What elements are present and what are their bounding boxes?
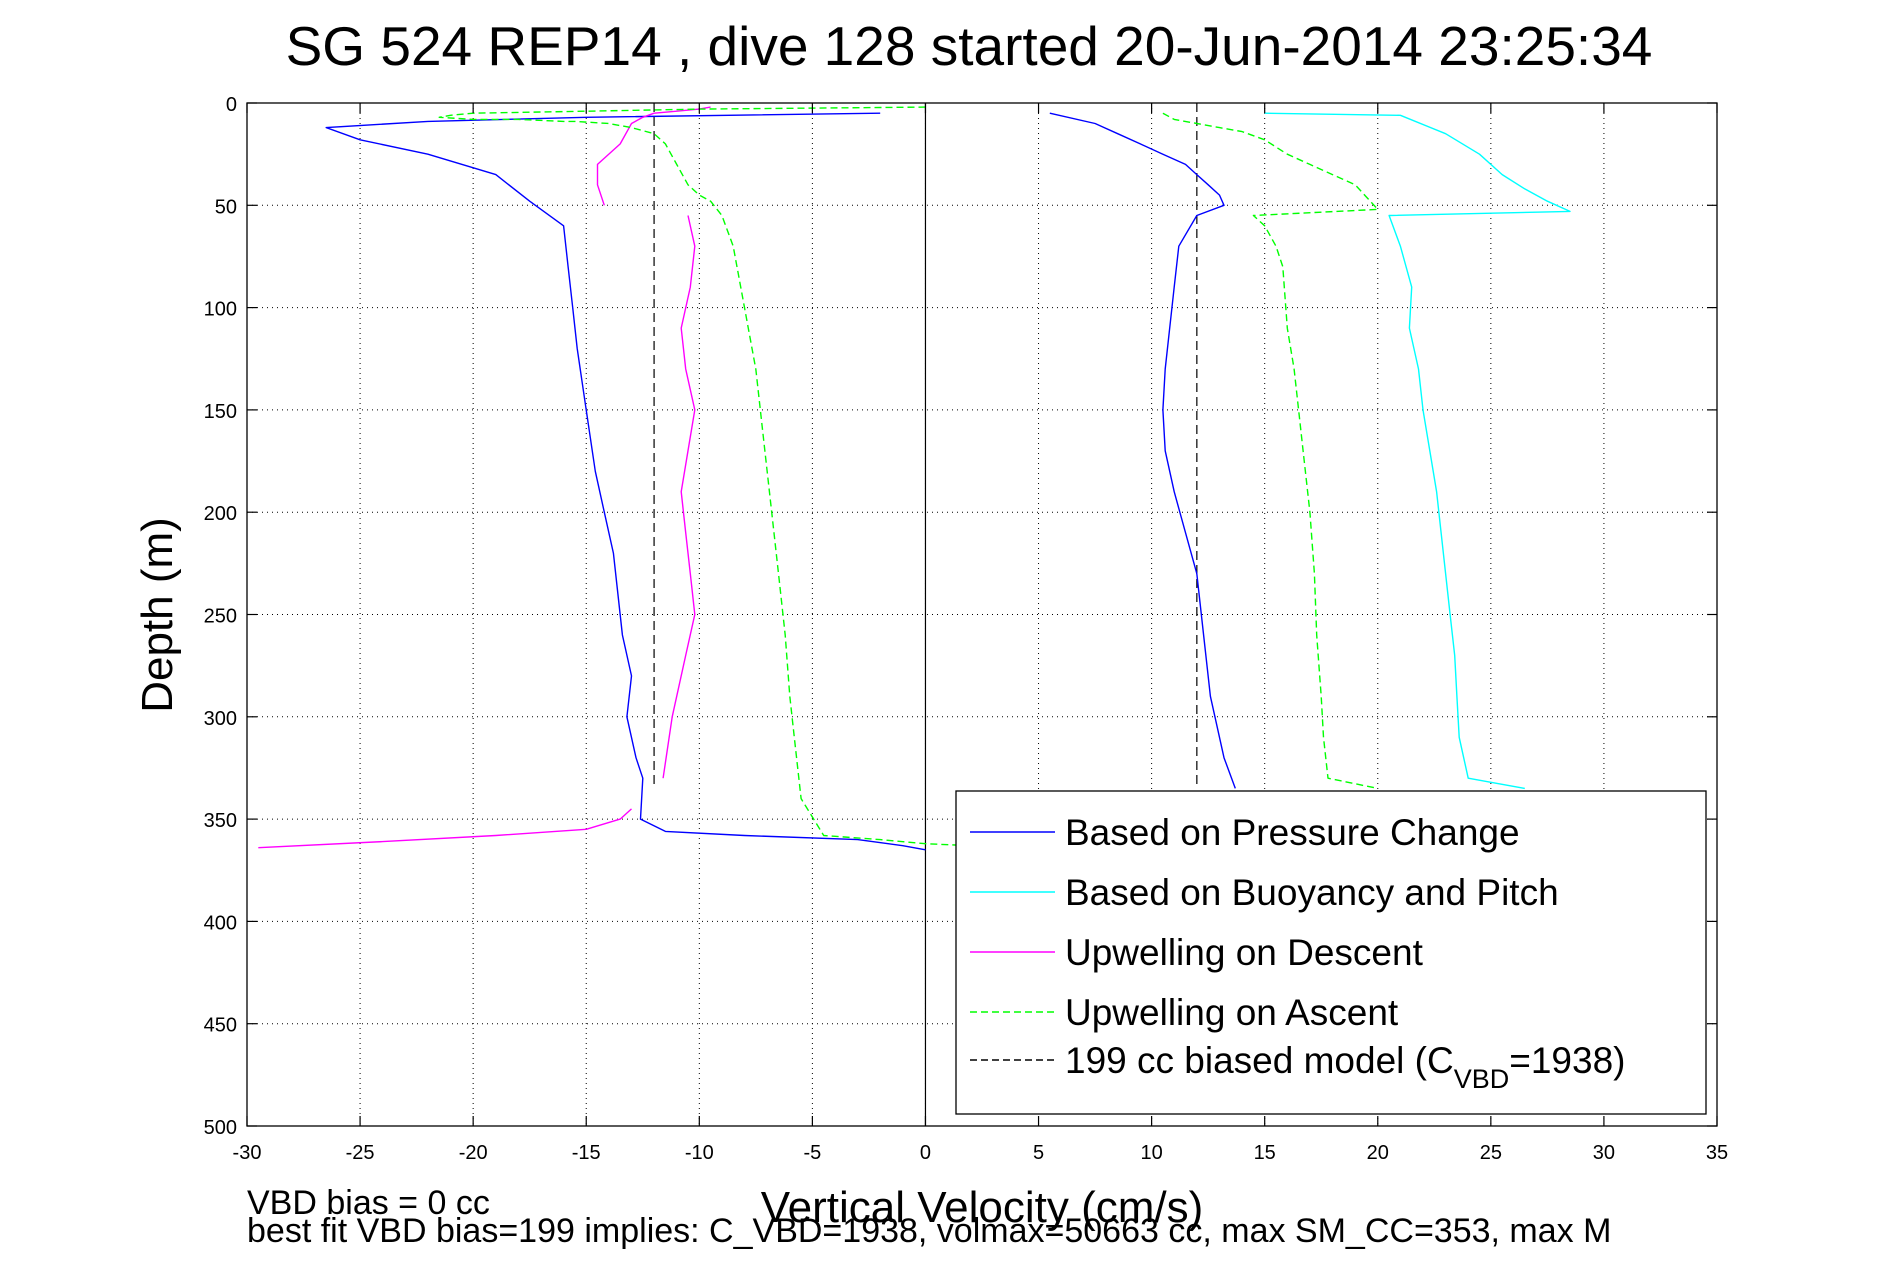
x-tick-label: -25 (346, 1142, 375, 1164)
legend-box (955, 790, 1707, 1115)
y-axis-label: Depth (m) (133, 517, 182, 713)
y-tick-label: 50 (215, 196, 237, 218)
legend-label-4: 199 cc biased model (CVBD=1938) (1065, 1040, 1625, 1094)
legend: Based on Pressure Change Based on Buoyanc… (955, 790, 1707, 1115)
x-tick-label: -10 (685, 1142, 714, 1164)
y-tick-label: 300 (204, 708, 237, 730)
y-tick-label: 100 (204, 299, 237, 321)
x-tick-label: 10 (1140, 1142, 1162, 1164)
x-tick-label: 25 (1480, 1142, 1502, 1164)
reference-lines (653, 103, 1198, 1126)
series-layer (258, 106, 1571, 851)
y-tick-label: 500 (204, 1117, 237, 1139)
x-tick-label: -5 (803, 1142, 821, 1164)
x-tick-label: 30 (1593, 1142, 1615, 1164)
y-tick-label: 250 (204, 606, 237, 628)
best-fit-note: best fit VBD bias=199 implies: C_VBD=193… (247, 1212, 1612, 1250)
x-tick-label: -15 (572, 1142, 601, 1164)
x-tick-label: 20 (1367, 1142, 1389, 1164)
series-line-2-2 (258, 808, 632, 849)
series-line-2-1 (662, 215, 696, 779)
y-tick-label: 150 (204, 401, 237, 423)
y-tick-label: 200 (204, 503, 237, 525)
chart-title: SG 524 REP14 , dive 128 started 20-Jun-2… (286, 15, 1653, 77)
x-tick-label: -30 (233, 1142, 262, 1164)
series-line-0-1 (1049, 112, 1236, 789)
x-tick-label: -20 (459, 1142, 488, 1164)
x-tick-label: 5 (1033, 1142, 1044, 1164)
x-tick-label: 15 (1254, 1142, 1276, 1164)
series-line-0-0 (325, 112, 926, 851)
y-ticks: 0 50 100 150 200 250 300 350 400 450 500 (204, 94, 1717, 1139)
legend-label-0: Based on Pressure Change (1065, 812, 1520, 853)
series-line-3-1 (1162, 112, 1379, 790)
x-tick-label: 0 (920, 1142, 931, 1164)
vbd-bias-note: VBD bias = 0 cc (247, 1184, 490, 1222)
series-line-3-0 (438, 106, 971, 847)
series-line-2-0 (596, 106, 711, 206)
legend-label-3: Upwelling on Ascent (1065, 992, 1399, 1033)
x-tick-label: 35 (1706, 1142, 1728, 1164)
legend-label-2: Upwelling on Descent (1065, 932, 1424, 973)
series-line-1-0 (1264, 112, 1571, 790)
y-tick-label: 400 (204, 912, 237, 934)
legend-label-1: Based on Buoyancy and Pitch (1065, 872, 1559, 913)
x-axis-label: Vertical Velocity (cm/s) (761, 1183, 1204, 1232)
y-tick-label: 350 (204, 810, 237, 832)
x-ticks: -30 -25 -20 -15 -10 -5 0 5 10 15 20 25 30 35 (233, 103, 1728, 1164)
y-tick-label: 450 (204, 1015, 237, 1037)
y-tick-label: 0 (226, 94, 237, 116)
